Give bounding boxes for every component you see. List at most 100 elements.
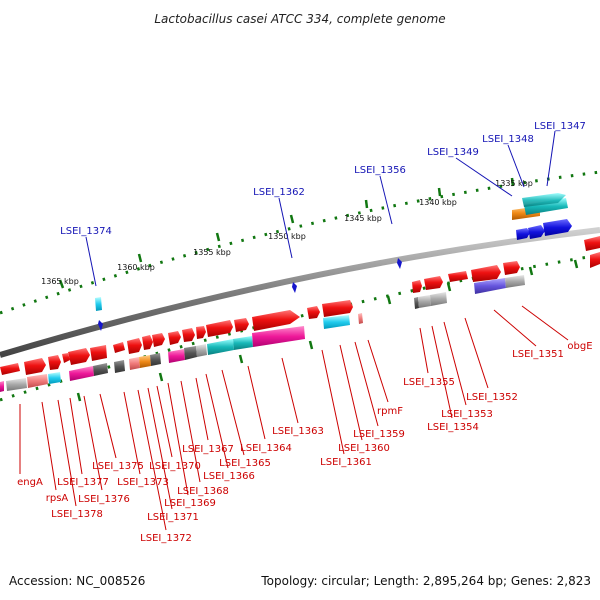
gene-arrow xyxy=(152,333,165,347)
gene-bar-dark xyxy=(150,353,161,366)
leader-1356 xyxy=(379,175,393,225)
leader-1377 xyxy=(69,397,83,475)
leader-1348 xyxy=(507,144,525,188)
gene-label-lsei-1367: LSEI_1367 xyxy=(182,444,234,455)
leader-1355 xyxy=(419,327,429,374)
inner-tick xyxy=(386,295,392,305)
gene-arrow xyxy=(503,261,520,275)
gene-arrow xyxy=(62,353,70,363)
gene-label-lsei-1371: LSEI_1371 xyxy=(147,512,199,523)
gene-feature-teal-2 xyxy=(522,193,566,207)
gene-bar-cyan xyxy=(323,315,350,329)
gene-label-lsei-1354: LSEI_1354 xyxy=(427,422,479,433)
inner-tick xyxy=(528,266,534,276)
leader-1369 xyxy=(167,382,189,496)
gene-bar-orange xyxy=(139,355,151,368)
marker-1362 xyxy=(292,282,297,293)
leader-1360 xyxy=(339,344,363,441)
gene-feature-red-edge xyxy=(584,236,600,251)
gene-arrow xyxy=(127,338,142,354)
gene-label-lsei-1364: LSEI_1364 xyxy=(240,443,292,454)
gene-bar-pink xyxy=(252,326,305,347)
leader-1347 xyxy=(546,130,556,187)
gene-label-lsei-1353: LSEI_1353 xyxy=(441,409,493,420)
scale-label-1355: 1355 kbp xyxy=(193,248,231,257)
gene-label-rpmF: rpmF xyxy=(377,406,403,417)
leader-1365 xyxy=(221,369,245,456)
leader-rpmF xyxy=(367,339,389,403)
gene-label-lsei-1366: LSEI_1366 xyxy=(203,471,255,482)
gene-label-obgE: obgE xyxy=(567,341,592,352)
gene-arrow xyxy=(322,300,353,317)
scale-label-1335: 1335 kbp xyxy=(495,179,533,188)
scale-major-ticks xyxy=(58,177,515,289)
leader-1363 xyxy=(281,357,299,424)
gene-arrow xyxy=(113,342,125,353)
gene-label-lsei-1360: LSEI_1360 xyxy=(338,443,390,454)
scale-tick-1350 xyxy=(289,214,295,224)
inner-tick xyxy=(308,340,314,350)
gene-bar-dark xyxy=(114,360,125,373)
gene-label-lsei-1376: LSEI_1376 xyxy=(78,494,130,505)
scale-tick-1355 xyxy=(215,232,221,242)
gene-arrow xyxy=(182,328,195,342)
gene-bar-grey xyxy=(6,378,27,391)
accession-text: Accession: NC_008526 xyxy=(9,574,145,588)
gene-arrow xyxy=(252,310,300,331)
scale-label-1360: 1360 kbp xyxy=(117,263,155,272)
gene-label-lsei-1369: LSEI_1369 xyxy=(164,498,216,509)
upper-leader-lines xyxy=(85,130,556,287)
gene-arrow xyxy=(448,271,468,282)
leader-1374 xyxy=(85,236,97,287)
gene-bar-dark xyxy=(93,363,108,376)
lower-labels: obgE LSEI_1351 LSEI_1352 LSEI_1353 LSEI_… xyxy=(17,341,592,544)
scale-tick-1345 xyxy=(364,199,369,209)
scale-label-1340: 1340 kbp xyxy=(419,198,457,207)
gene-label-lsei-1349: LSEI_1349 xyxy=(427,147,479,158)
gene-bar-grey xyxy=(430,292,447,306)
scale-label-1365: 1365 kbp xyxy=(41,277,79,286)
leader-1373 xyxy=(123,391,141,475)
gene-arrow xyxy=(471,265,501,282)
gene-label-lsei-1361: LSEI_1361 xyxy=(320,457,372,468)
gene-arrow xyxy=(48,355,61,370)
lower-leader-lines xyxy=(19,305,569,531)
inner-major-ticks xyxy=(76,259,579,402)
gene-label-lsei-1373: LSEI_1373 xyxy=(117,477,169,488)
gene-bar-salmon xyxy=(129,357,140,370)
gene-bar-dark xyxy=(414,297,419,309)
gene-arrow xyxy=(0,363,20,375)
gene-arrow xyxy=(196,326,206,339)
gene-label-lsei-1368: LSEI_1368 xyxy=(177,486,229,497)
inner-tick xyxy=(158,372,164,382)
upper-features xyxy=(512,193,600,268)
leader-1371 xyxy=(147,387,173,510)
gene-label-lsei-1375: LSEI_1375 xyxy=(92,461,144,472)
leader-1354 xyxy=(431,325,453,419)
scale-tick-1360 xyxy=(137,253,143,263)
gene-label-lsei-1352: LSEI_1352 xyxy=(466,392,518,403)
gene-label-engA: engA xyxy=(17,477,43,488)
gene-label-lsei-1374: LSEI_1374 xyxy=(60,226,112,237)
gene-feature-blue-1 xyxy=(516,228,530,240)
gene-arrow xyxy=(68,348,90,365)
gene-arrow xyxy=(234,318,249,332)
gene-label-lsei-1348: LSEI_1348 xyxy=(482,134,534,145)
gene-feature-cyan-small xyxy=(95,297,102,311)
gene-label-lsei-1347: LSEI_1347 xyxy=(534,121,586,132)
gene-label-lsei-1370: LSEI_1370 xyxy=(149,461,201,472)
gene-label-lsei-1356: LSEI_1356 xyxy=(354,165,406,176)
gene-label-lsei-1365: LSEI_1365 xyxy=(219,458,271,469)
inner-tick xyxy=(76,392,82,402)
leader-1368 xyxy=(180,380,201,483)
gene-label-lsei-1377: LSEI_1377 xyxy=(57,477,109,488)
upper-labels: LSEI_1347 LSEI_1348 LSEI_1349 LSEI_1356 … xyxy=(60,121,586,237)
gene-arrow xyxy=(90,345,107,361)
leader-1370 xyxy=(156,385,173,458)
gene-label-lsei-1378: LSEI_1378 xyxy=(51,509,103,520)
leader-1352 xyxy=(464,317,489,389)
locus-markers xyxy=(98,258,402,331)
leader-1362 xyxy=(278,197,293,259)
leader-1349 xyxy=(455,157,513,197)
